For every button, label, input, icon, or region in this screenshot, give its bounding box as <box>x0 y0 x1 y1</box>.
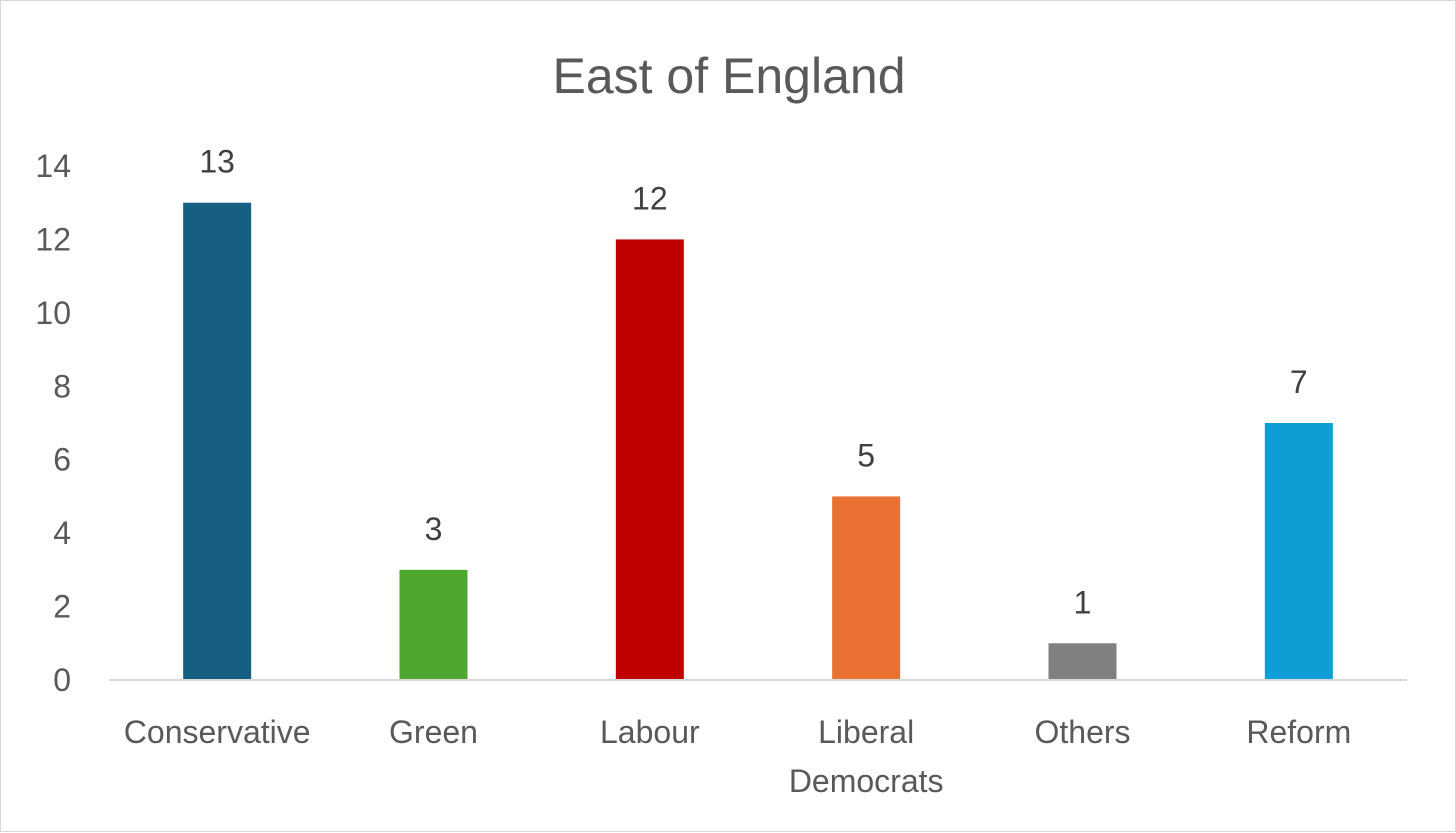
data-label: 5 <box>857 437 875 473</box>
x-tick-label: Reform <box>1246 714 1351 750</box>
bar <box>183 202 252 680</box>
x-tick-label: Conservative <box>124 714 311 750</box>
y-tick-label: 0 <box>53 662 71 698</box>
bar <box>1264 423 1333 680</box>
bars <box>183 202 1333 680</box>
bar <box>832 496 901 680</box>
bar <box>399 569 468 680</box>
data-label: 1 <box>1074 584 1092 620</box>
x-axis: Conservative Green Labour Liberal Democrats O… <box>124 714 1351 799</box>
y-tick-label: 8 <box>53 368 71 404</box>
data-labels: 13 3 12 5 1 7 <box>199 144 1307 621</box>
y-tick-label: 6 <box>53 442 71 478</box>
y-tick-label: 14 <box>35 148 71 184</box>
bar <box>1048 643 1117 680</box>
bar <box>615 239 684 680</box>
chart-title: East of England <box>552 48 905 104</box>
y-tick-label: 2 <box>53 589 71 625</box>
x-tick-label: Green <box>389 714 478 750</box>
x-tick-label: Liberal <box>818 714 914 750</box>
x-tick-label: Others <box>1034 714 1130 750</box>
data-label: 7 <box>1290 364 1308 400</box>
data-label: 3 <box>425 511 443 547</box>
y-tick-label: 10 <box>35 295 71 331</box>
x-tick-label: Democrats <box>789 763 944 799</box>
y-axis: 0 2 4 6 8 10 12 14 <box>35 148 71 698</box>
data-label: 12 <box>632 180 668 216</box>
x-tick-label: Labour <box>600 714 700 750</box>
data-label: 13 <box>199 144 235 180</box>
y-tick-label: 12 <box>35 221 71 257</box>
y-tick-label: 4 <box>53 515 71 551</box>
